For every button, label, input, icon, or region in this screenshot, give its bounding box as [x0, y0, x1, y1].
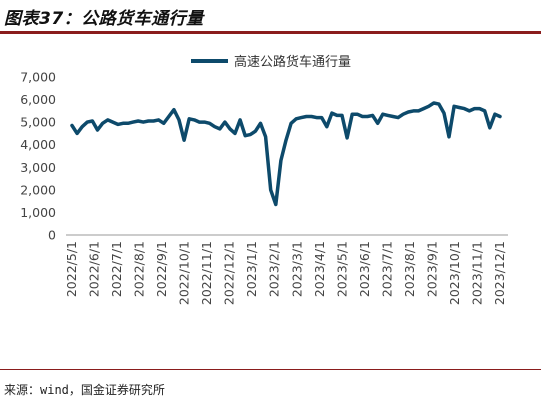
- plot-area: [70, 101, 502, 207]
- x-tick-label: 2023/10/1: [447, 241, 462, 305]
- y-tick-label: 6,000: [20, 92, 56, 107]
- x-tick-label: 2023/2/1: [267, 241, 282, 297]
- x-tick-label: 2023/12/1: [492, 241, 507, 305]
- legend: 高速公路货车通行量: [191, 54, 351, 70]
- x-tick-label: 2023/7/1: [379, 241, 394, 297]
- x-tick-label: 2023/3/1: [289, 241, 304, 297]
- y-tick-label: 4,000: [20, 137, 56, 152]
- x-tick-label: 2022/6/1: [87, 241, 102, 297]
- x-tick-label: 2023/5/1: [334, 241, 349, 297]
- y-tick-label: 3,000: [20, 160, 56, 175]
- y-tick-label: 2,000: [20, 182, 56, 197]
- x-tick-label: 2022/12/1: [222, 241, 237, 305]
- x-tick-label: 2022/5/1: [64, 241, 79, 297]
- series-line: [70, 101, 502, 207]
- x-tick-label: 2022/9/1: [154, 241, 169, 297]
- x-tick-label: 2023/11/1: [469, 241, 484, 305]
- chart-title: 图表37：公路货车通行量: [4, 9, 204, 29]
- source-note: 来源：wind，国金证券研究所: [4, 383, 165, 397]
- y-axis: 0 1,000 2,000 3,000 4,000 5,000 6,000 7,000: [20, 70, 56, 243]
- x-tick-label: 2023/6/1: [357, 241, 372, 297]
- y-tick-label: 7,000: [20, 70, 56, 85]
- x-axis: 2022/5/1 2022/6/1 2022/7/1 2022/8/1 2022/9/1…: [64, 234, 508, 305]
- x-tick-label: 2022/7/1: [109, 241, 124, 297]
- x-tick-label: 2023/8/1: [402, 241, 417, 297]
- x-tick-label: 2022/10/1: [177, 241, 192, 305]
- x-tick-label: 2022/11/1: [199, 241, 214, 305]
- x-tick-label: 2023/4/1: [312, 241, 327, 297]
- x-tick-label: 2023/9/1: [424, 241, 439, 297]
- y-tick-label: 5,000: [20, 115, 56, 130]
- legend-label: 高速公路货车通行量: [234, 54, 351, 70]
- top-rule: [0, 31, 541, 34]
- y-tick-label: 1,000: [20, 205, 56, 220]
- bottom-rule: [0, 369, 541, 370]
- x-tick-label: 2023/1/1: [244, 241, 259, 297]
- x-tick-label: 2022/8/1: [132, 241, 147, 297]
- y-tick-label: 0: [48, 228, 56, 243]
